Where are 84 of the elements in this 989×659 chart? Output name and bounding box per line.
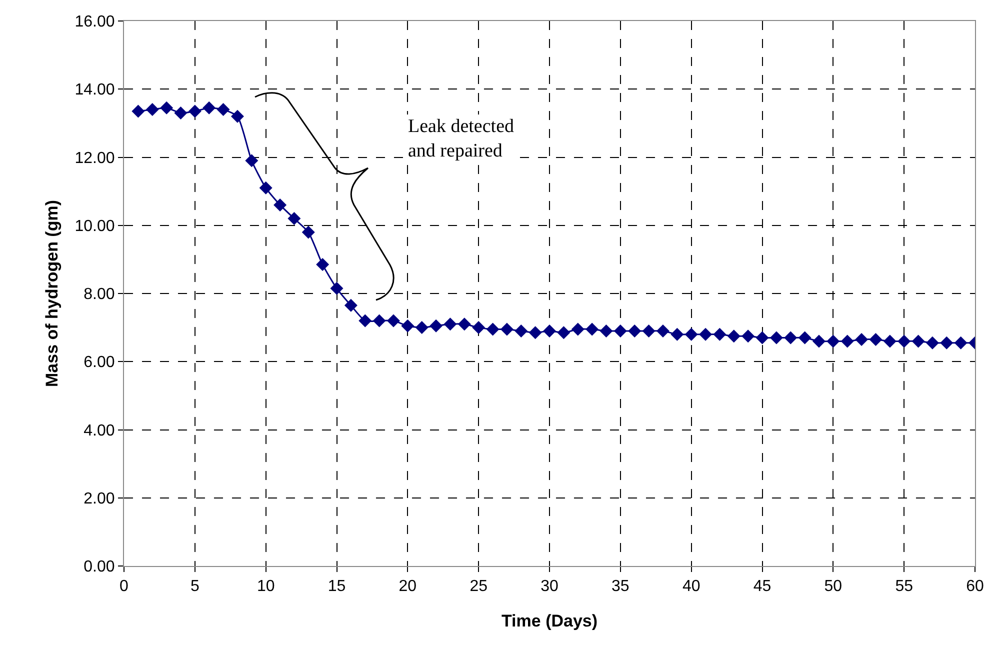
x-tick-label: 50: [824, 578, 842, 596]
point: [543, 324, 556, 338]
point: [386, 314, 400, 328]
point: [274, 198, 287, 212]
y-tick-label: 4.00: [84, 422, 115, 440]
point: [401, 319, 414, 332]
point: [670, 328, 684, 341]
annotation: Leak detected and repaired: [408, 116, 515, 162]
point: [358, 314, 372, 328]
point: [500, 322, 514, 336]
point: [926, 336, 939, 350]
x-tick-label: 20: [398, 578, 417, 596]
y-tick-label: 0.00: [84, 558, 115, 576]
point: [684, 328, 698, 341]
x-axis-title: Time (Days): [501, 612, 598, 631]
x-tick-label: 35: [612, 578, 630, 596]
point: [472, 321, 486, 334]
point: [798, 331, 812, 344]
point: [656, 324, 670, 338]
x-tick-label: 10: [256, 578, 275, 596]
point: [245, 154, 258, 168]
point: [458, 318, 471, 331]
y-axis-title: Mass of hydrogen (gm): [42, 200, 62, 388]
point: [202, 101, 216, 114]
point: [855, 332, 868, 346]
x-tick-label: 45: [753, 578, 772, 596]
point: [727, 330, 740, 343]
x-tick-label: 30: [540, 578, 558, 596]
point: [372, 314, 386, 328]
x-tick-label: 60: [966, 578, 984, 596]
point: [699, 328, 712, 341]
point: [444, 318, 457, 331]
point: [160, 101, 174, 114]
point: [528, 326, 542, 340]
point: [132, 104, 145, 118]
y-tick-label: 2.00: [84, 490, 115, 508]
y-tick-label: 14.00: [74, 82, 115, 99]
point: [188, 104, 202, 118]
x-tick-label: 0: [120, 578, 129, 596]
point: [216, 103, 230, 116]
x-tick-label: 15: [328, 578, 346, 596]
point: [316, 258, 330, 272]
point: [614, 324, 627, 338]
point: [586, 322, 599, 336]
point: [571, 322, 584, 336]
point: [415, 321, 428, 334]
point: [812, 334, 826, 348]
point: [344, 298, 358, 312]
point: [826, 334, 840, 348]
point: [770, 331, 783, 344]
point: [784, 331, 798, 344]
x-tick-label: 55: [895, 578, 914, 596]
y-tick-label: 16.00: [74, 14, 115, 31]
point: [557, 326, 570, 340]
point: [898, 334, 911, 348]
point: [954, 336, 968, 350]
point: [288, 212, 301, 226]
point: [756, 331, 769, 344]
point: [642, 324, 656, 338]
point: [174, 106, 188, 120]
y-tick-label: 8.00: [84, 286, 115, 304]
point: [628, 324, 642, 338]
point: [259, 181, 272, 194]
y-tick-label: 6.00: [84, 354, 115, 372]
x-tick-label: 40: [682, 578, 700, 596]
point: [330, 282, 344, 295]
point: [486, 322, 500, 336]
point: [146, 103, 159, 116]
point: [230, 110, 244, 123]
point: [869, 332, 882, 346]
point: [840, 334, 854, 348]
point: [713, 328, 726, 341]
point: [912, 334, 925, 348]
point: [940, 336, 954, 350]
point: [430, 319, 443, 332]
point: [742, 330, 755, 343]
y-tick-label: 12.00: [74, 150, 115, 167]
y-tick-label: 10.00: [74, 218, 115, 235]
point: [302, 226, 315, 239]
x-tick-label: 25: [470, 578, 488, 596]
x-tick-label: 5: [190, 578, 200, 596]
point: [600, 324, 613, 338]
point: [514, 324, 528, 338]
point: [883, 334, 896, 348]
